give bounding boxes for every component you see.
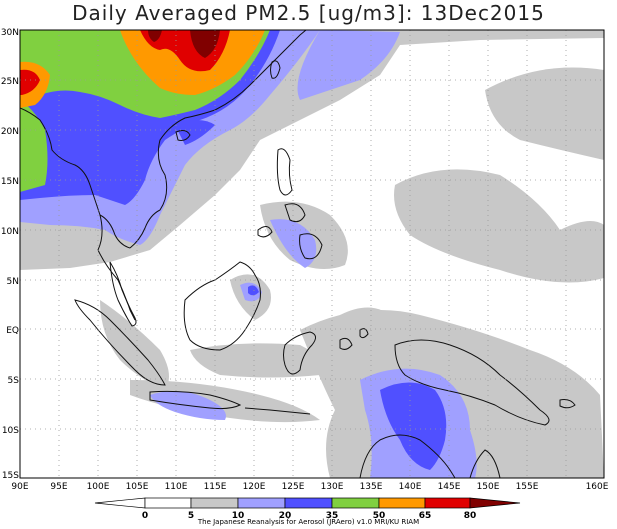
lon-label: 135E bbox=[360, 482, 383, 492]
lat-label: 25N bbox=[1, 77, 19, 87]
colorbar-segment bbox=[190, 497, 239, 509]
lon-label: 150E bbox=[477, 482, 500, 492]
colorbar-segment bbox=[237, 497, 286, 509]
colorbar bbox=[94, 497, 521, 509]
lon-label: 145E bbox=[438, 482, 461, 492]
colorbar-label: 10 bbox=[232, 511, 245, 521]
lon-label: 160E bbox=[586, 482, 609, 492]
lat-label: 5N bbox=[7, 277, 19, 287]
colorbar-segment bbox=[94, 497, 146, 509]
colorbar-label: 65 bbox=[419, 511, 432, 521]
colorbar-label: 20 bbox=[279, 511, 292, 521]
lon-label: 120E bbox=[243, 482, 266, 492]
lon-label: 90E bbox=[11, 482, 28, 492]
colorbar-label: 35 bbox=[326, 511, 339, 521]
lon-label: 95E bbox=[50, 482, 67, 492]
colorbar-label: 80 bbox=[464, 511, 477, 521]
latitude-axis: 30N 25N 20N 15N 10N 5N EQ 5S 10S 15S bbox=[1, 28, 19, 481]
concentration-field bbox=[20, 30, 604, 478]
lat-label: 30N bbox=[1, 28, 19, 38]
colorbar-labels: 0 5 10 20 35 50 65 80 bbox=[142, 511, 476, 521]
colorbar-label: 5 bbox=[188, 511, 194, 521]
credit-line: The Japanese Reanalysis for Aerosol (JRA… bbox=[197, 518, 420, 526]
longitude-axis: 90E 95E 100E 105E 110E 115E 120E 125E 13… bbox=[11, 482, 608, 492]
colorbar-segment bbox=[378, 497, 426, 509]
lat-label: 20N bbox=[1, 127, 19, 137]
lat-label: EQ bbox=[6, 326, 19, 336]
lon-label: 125E bbox=[282, 482, 305, 492]
lon-label: 155E bbox=[516, 482, 539, 492]
lat-label: 15S bbox=[2, 471, 19, 481]
lon-label: 100E bbox=[87, 482, 110, 492]
colorbar-label: 50 bbox=[373, 511, 386, 521]
lon-label: 110E bbox=[165, 482, 188, 492]
colorbar-segment bbox=[284, 497, 333, 509]
colorbar-segment bbox=[331, 497, 380, 509]
lon-label: 140E bbox=[399, 482, 422, 492]
lon-label: 130E bbox=[321, 482, 344, 492]
map-title: Daily Averaged PM2.5 [ug/m3]: 13Dec2015 bbox=[72, 1, 545, 25]
map-frame bbox=[19, 29, 605, 479]
lon-label: 115E bbox=[204, 482, 227, 492]
pm25-band-dark-red bbox=[148, 30, 220, 58]
colorbar-segment bbox=[469, 497, 521, 509]
lat-label: 10S bbox=[2, 426, 19, 436]
lat-label: 10N bbox=[1, 227, 19, 237]
colorbar-segment bbox=[144, 497, 192, 509]
lat-label: 15N bbox=[1, 177, 19, 187]
lon-label: 105E bbox=[126, 482, 149, 492]
lat-label: 5S bbox=[8, 376, 20, 386]
coastlines bbox=[20, 30, 576, 478]
colorbar-segment bbox=[424, 497, 471, 509]
colorbar-label: 0 bbox=[142, 511, 148, 521]
